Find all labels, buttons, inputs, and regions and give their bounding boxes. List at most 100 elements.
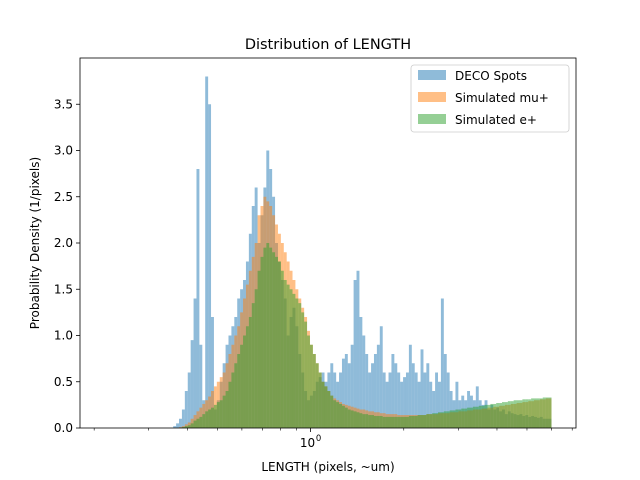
bar — [452, 410, 456, 428]
bar — [385, 416, 389, 428]
bar — [266, 243, 270, 428]
bar — [548, 397, 552, 428]
bar — [400, 416, 404, 428]
bar — [248, 317, 252, 428]
bar — [438, 412, 441, 428]
bar — [353, 411, 357, 428]
bar — [397, 416, 401, 428]
bar — [339, 403, 342, 428]
bar — [330, 395, 334, 429]
bar — [539, 398, 543, 428]
bar — [426, 363, 430, 428]
y-tick-label: 1.5 — [54, 282, 73, 296]
bar — [257, 270, 261, 428]
bar — [516, 400, 520, 428]
bar — [359, 413, 363, 428]
bar — [510, 401, 514, 428]
bar — [315, 363, 319, 428]
bar — [438, 381, 441, 428]
bar — [443, 354, 447, 428]
bar — [193, 420, 197, 428]
bar — [414, 372, 418, 428]
bar — [333, 400, 337, 428]
bar — [219, 400, 223, 428]
bar — [405, 416, 409, 428]
bar — [542, 397, 546, 428]
bar — [362, 414, 366, 429]
bar — [432, 413, 436, 428]
bar — [458, 409, 462, 428]
bar — [176, 423, 180, 429]
bar — [403, 416, 406, 428]
bar — [513, 400, 517, 428]
x-tick-label-exponent: 0 — [316, 434, 321, 444]
bar — [528, 399, 532, 428]
bar — [298, 303, 302, 429]
bar — [304, 321, 308, 429]
bar — [411, 415, 415, 428]
bar — [231, 372, 235, 428]
bar — [420, 349, 424, 429]
bar — [321, 381, 325, 428]
bar — [286, 284, 290, 429]
y-axis: 0.0 0.5 1.0 1.5 2.0 2.5 3.0 3.5 — [54, 97, 80, 435]
bar — [440, 298, 444, 428]
bar — [446, 411, 450, 428]
bar — [353, 280, 357, 428]
bar — [193, 298, 197, 428]
legend-swatch-deco-spots — [418, 70, 446, 80]
bar — [478, 405, 482, 428]
x-tick-label: 10 — [300, 436, 315, 450]
y-tick-label: 3.5 — [54, 97, 73, 111]
bar — [260, 256, 264, 429]
bar — [400, 381, 404, 428]
bar — [213, 404, 217, 429]
bar — [446, 372, 450, 428]
bar — [216, 402, 220, 428]
histogram-bars — [173, 76, 552, 429]
bar — [475, 406, 479, 428]
bar — [487, 404, 491, 429]
legend-swatch-simulated-mu — [418, 92, 446, 102]
bar — [414, 415, 418, 428]
bar — [373, 415, 377, 428]
bar — [341, 358, 345, 429]
bar — [371, 363, 374, 428]
bar — [208, 104, 212, 428]
bar — [467, 407, 471, 428]
bar — [362, 335, 366, 428]
bar — [449, 410, 453, 428]
bar — [240, 344, 244, 428]
bar — [228, 381, 232, 428]
bar — [179, 418, 182, 428]
bar — [394, 363, 398, 428]
series-2-bars — [181, 243, 552, 429]
bar — [388, 372, 392, 428]
bar — [417, 415, 421, 428]
bar — [522, 399, 526, 428]
legend-label-simulated-mu: Simulated mu+ — [455, 91, 549, 105]
bar — [196, 418, 200, 428]
bar — [411, 363, 415, 428]
bar — [490, 403, 494, 428]
bar — [289, 289, 293, 428]
bar — [263, 247, 267, 429]
bar — [181, 427, 185, 428]
bar — [365, 414, 369, 429]
bar — [344, 407, 348, 428]
bar — [245, 326, 249, 428]
bar — [499, 403, 503, 428]
bar — [405, 372, 409, 428]
bar — [536, 398, 540, 428]
bar — [179, 427, 182, 428]
bar — [187, 422, 191, 428]
bar — [184, 391, 188, 428]
bar — [327, 391, 331, 428]
bar — [339, 372, 342, 428]
bar — [301, 312, 305, 429]
bar — [208, 409, 212, 428]
bar — [202, 414, 206, 429]
bar — [347, 409, 351, 428]
bar — [373, 354, 377, 428]
bar — [502, 402, 505, 428]
